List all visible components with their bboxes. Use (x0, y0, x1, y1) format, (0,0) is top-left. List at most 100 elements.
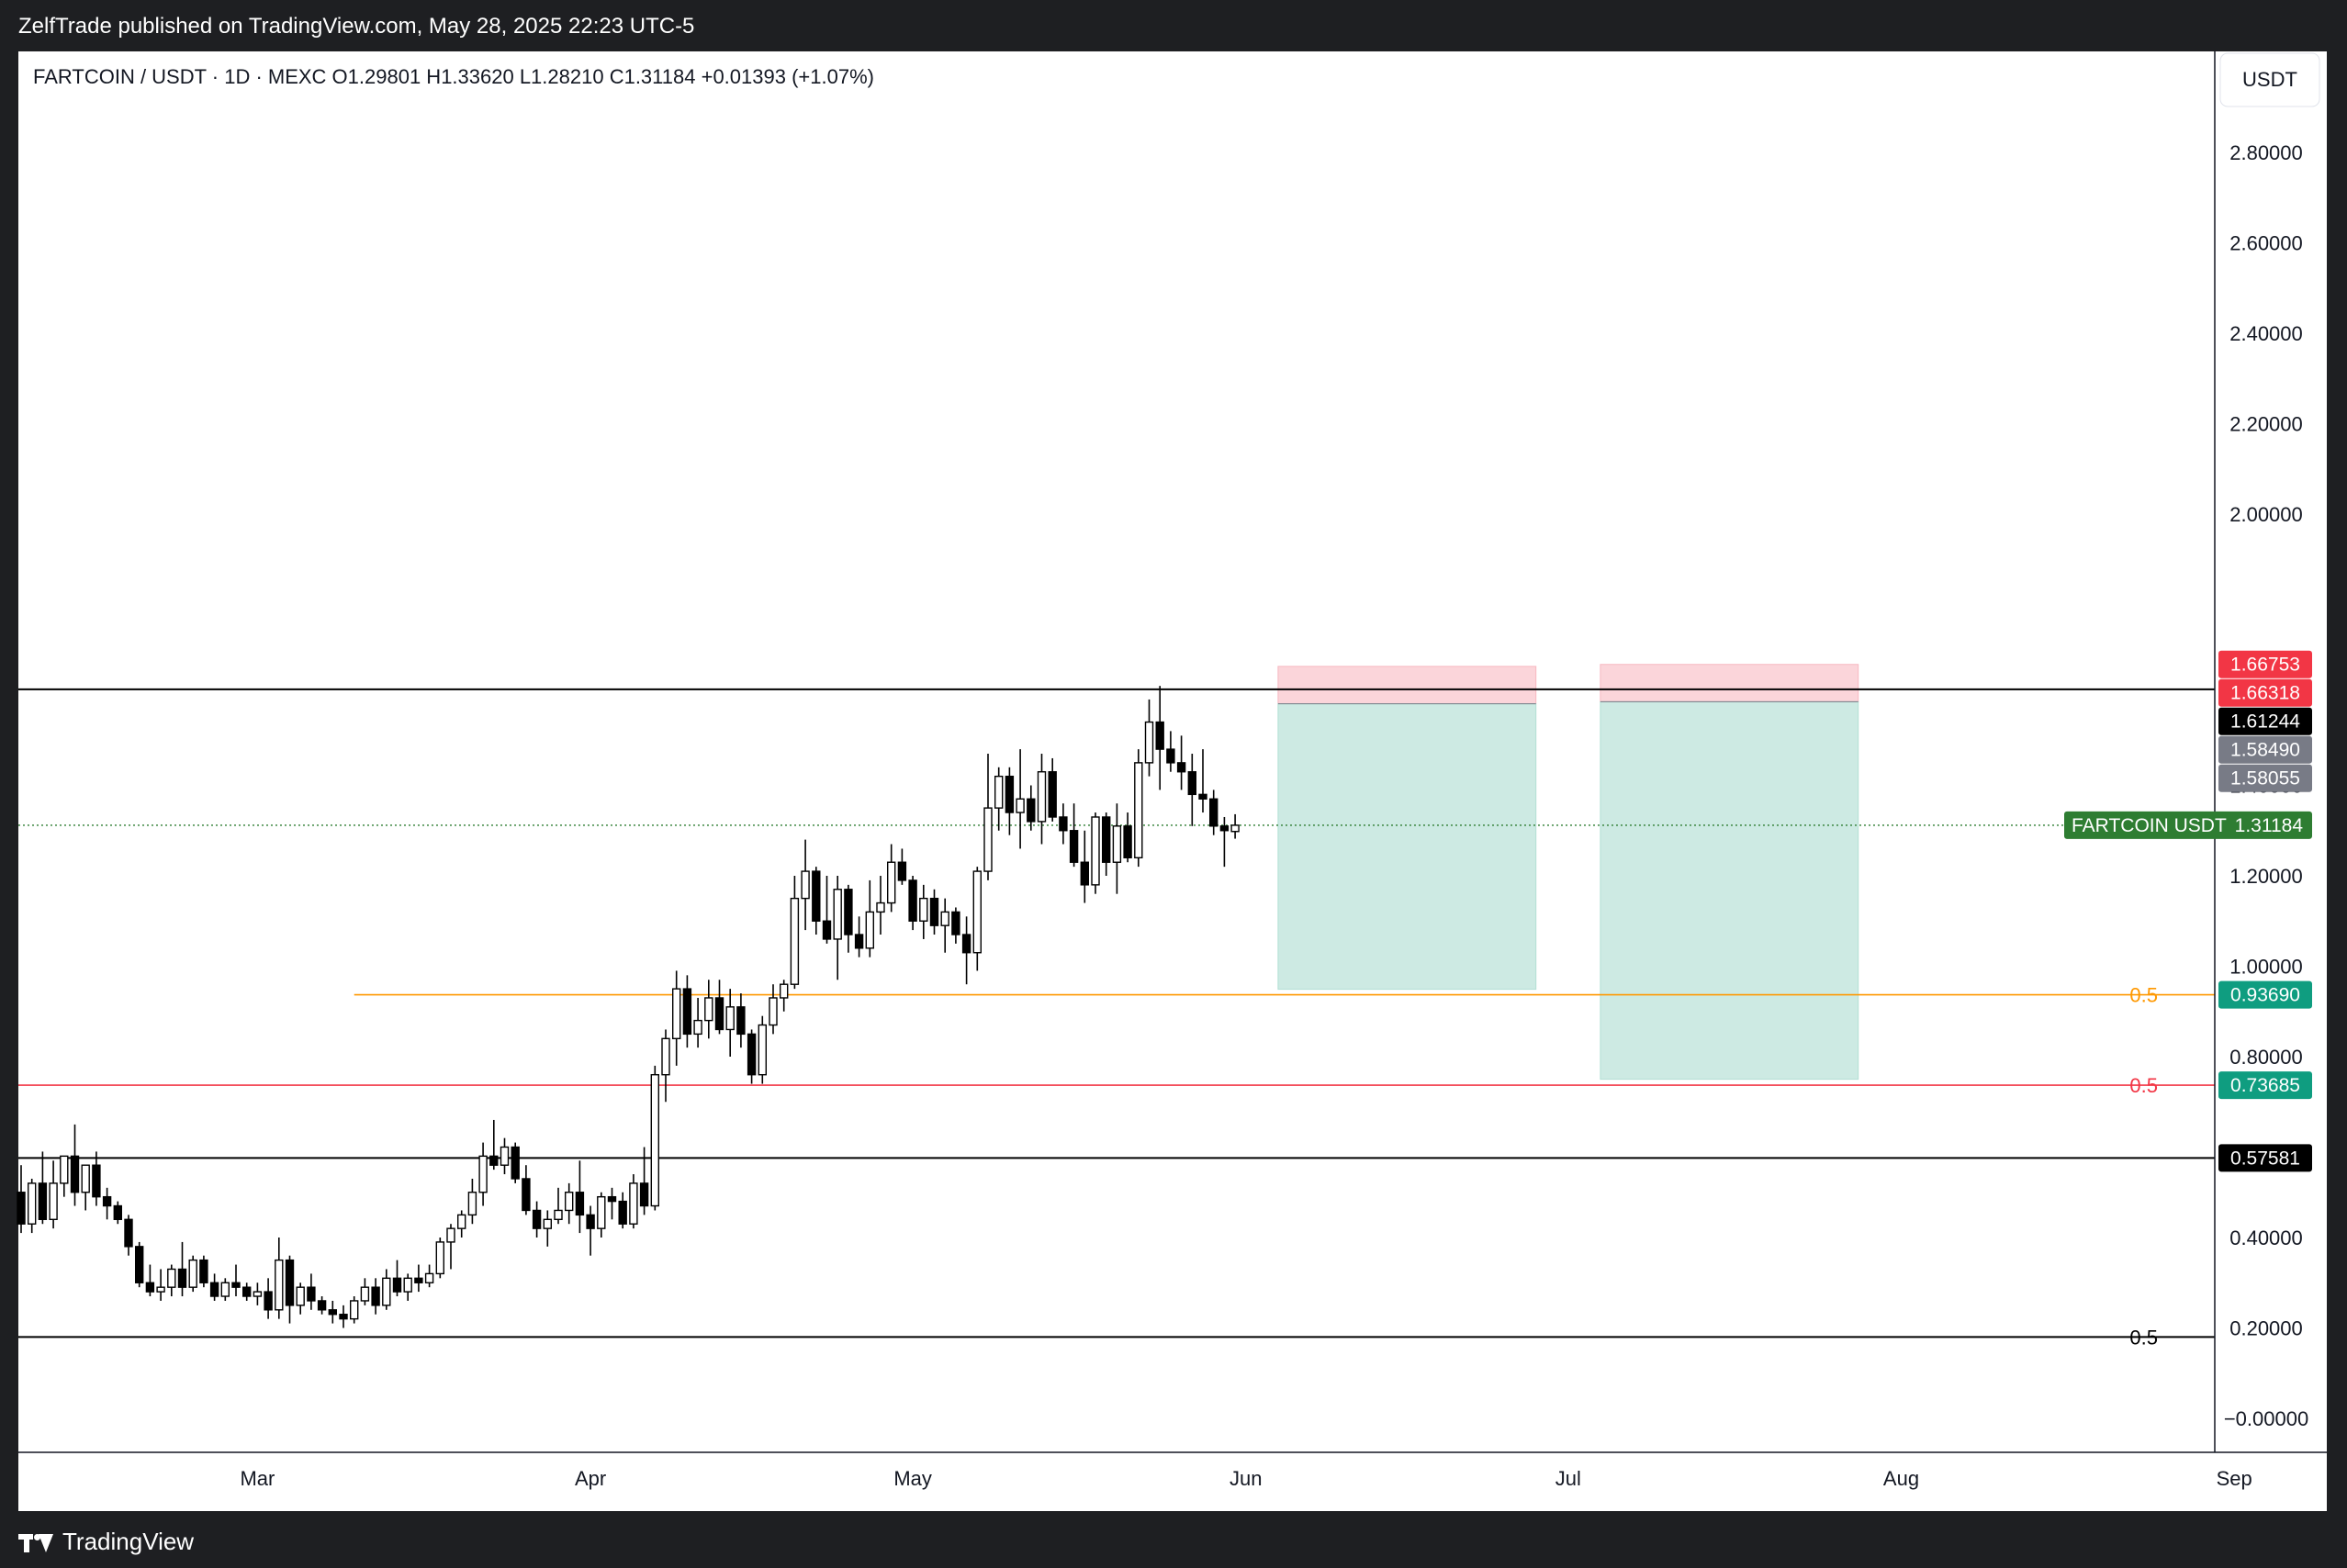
candle-body (360, 1286, 370, 1302)
candle-body (940, 911, 949, 926)
candle (124, 1215, 133, 1256)
candle (285, 1255, 295, 1324)
price-tick: 2.80000 (2229, 141, 2303, 164)
candle (736, 993, 746, 1048)
candle (650, 1065, 659, 1211)
candle (607, 1187, 617, 1220)
candle (854, 916, 864, 958)
price-tag-value: 0.73685 (2230, 1075, 2300, 1096)
candle-body (929, 897, 939, 926)
candle (725, 989, 735, 1057)
candle (565, 1182, 574, 1225)
candle-body (220, 1282, 230, 1297)
candles (17, 686, 1240, 1328)
price-tag: 1.66318 (2218, 678, 2312, 707)
candle-body (1166, 748, 1175, 764)
candle-body (134, 1246, 144, 1283)
candle-body (629, 1182, 638, 1225)
price-tag-value: 1.66753 (2230, 655, 2300, 676)
candle-body (307, 1286, 316, 1302)
candle (102, 1187, 112, 1220)
candle-body (1144, 721, 1154, 764)
candle (629, 1174, 638, 1229)
candle (231, 1264, 241, 1297)
candle-body (876, 902, 885, 913)
candle (403, 1273, 412, 1301)
candle (92, 1151, 101, 1206)
chart-frame[interactable] (18, 51, 2327, 1511)
tradingview-logo[interactable]: TradingView (18, 1528, 194, 1556)
candle (639, 1147, 649, 1215)
candle (532, 1201, 542, 1238)
candle-body (961, 934, 971, 954)
candle (865, 879, 874, 958)
price-tick: 1.00000 (2229, 956, 2303, 979)
candle-body (339, 1314, 348, 1320)
candle-body (919, 897, 928, 922)
candle-body (908, 879, 917, 922)
candle-body (790, 897, 800, 985)
candle-body (801, 870, 810, 900)
candle-body (1112, 825, 1122, 863)
candle (317, 1296, 327, 1315)
candle (296, 1282, 305, 1315)
symbol-legend: FARTCOIN / USDT · 1D · MEXC O1.29801 H1.… (33, 65, 874, 88)
candle (919, 884, 928, 939)
candle (242, 1282, 252, 1301)
candle-body (854, 934, 864, 949)
candle-body (392, 1277, 402, 1293)
candle (17, 1165, 26, 1234)
candle-body (812, 870, 821, 922)
stop-zone-1 (1277, 666, 1537, 705)
candle-body (231, 1282, 241, 1288)
time-tick: May (893, 1467, 932, 1490)
price-tick: 0.80000 (2229, 1046, 2303, 1069)
candle (887, 844, 896, 913)
candle-body (350, 1300, 359, 1320)
candle-body (1230, 824, 1240, 833)
price-tag: 0.57581 (2218, 1144, 2312, 1172)
candle-body (1134, 762, 1143, 859)
candle-body (822, 920, 832, 940)
candle-body (1091, 816, 1100, 886)
candle (897, 848, 907, 885)
price-tag-value: 1.58490 (2230, 740, 2300, 761)
candle (822, 876, 832, 944)
candle-body (102, 1195, 112, 1207)
candle (833, 876, 842, 980)
candle-body (242, 1286, 252, 1297)
candle-body (865, 911, 874, 949)
candle (994, 767, 1004, 831)
candle (661, 1029, 670, 1103)
publisher-line: ZelfTrade published on TradingView.com, … (18, 14, 695, 39)
candle-body (500, 1146, 510, 1166)
candle (382, 1269, 391, 1310)
candle (199, 1255, 208, 1288)
candle (1080, 830, 1090, 903)
candle-body (1101, 816, 1111, 863)
candle-body (285, 1259, 295, 1306)
currency-label[interactable]: USDT (2242, 68, 2297, 91)
candle-body (650, 1073, 659, 1207)
price-tick: 2.40000 (2229, 322, 2303, 345)
candle-body (1198, 793, 1207, 800)
price-tag: 1.58490 (2218, 735, 2312, 764)
currency-button[interactable]: USDT (2219, 52, 2320, 107)
candle (457, 1210, 466, 1238)
candle (424, 1264, 434, 1288)
candle (586, 1205, 595, 1256)
candle (940, 898, 949, 953)
candle (307, 1273, 316, 1310)
candle-body (435, 1241, 444, 1275)
candle (220, 1278, 230, 1301)
candle-body (403, 1277, 412, 1293)
candle (1016, 749, 1025, 849)
candle (371, 1278, 380, 1315)
candle-body (457, 1214, 466, 1229)
candle (1219, 816, 1230, 868)
time-tick: Sep (2217, 1467, 2252, 1490)
price-tag: 0.93690 (2218, 980, 2312, 1009)
price-tick: 2.60000 (2229, 232, 2303, 255)
candle (1123, 812, 1132, 863)
